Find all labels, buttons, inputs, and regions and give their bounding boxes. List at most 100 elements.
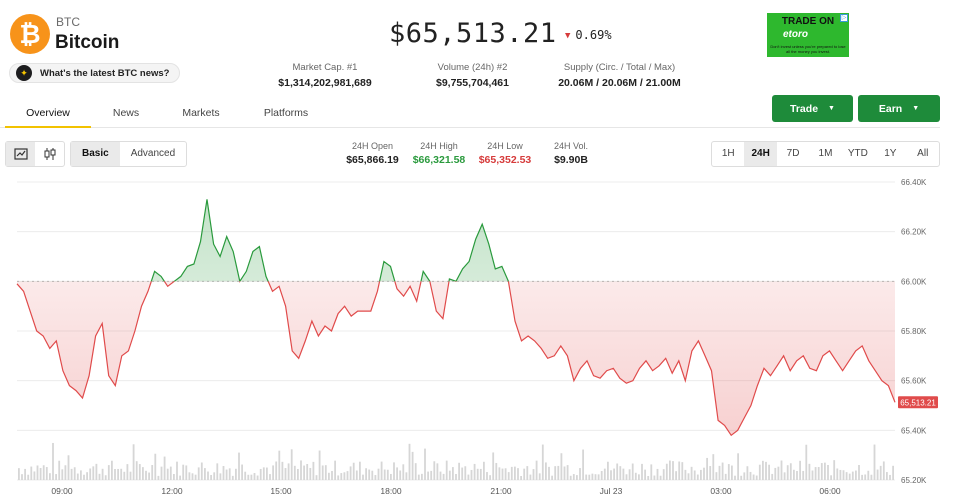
volume-bar [58,460,61,480]
volume-bar [396,467,398,480]
mode-basic-button[interactable]: Basic [71,142,120,166]
volume-bar [421,473,423,480]
volume-bar [235,468,237,480]
y-tick-label: 66.00K [901,277,927,286]
trade-button[interactable]: Trade ▼ [772,95,853,122]
volume-bar [476,468,479,480]
range-1h-button[interactable]: 1H [721,148,735,159]
volume-bar [824,462,826,480]
volume-bar [70,468,73,480]
range-ytd-button[interactable]: YTD [847,148,868,159]
volume-bar [228,468,231,480]
volume-bar [734,475,736,480]
volume-bar [851,471,854,480]
x-tick-label: 21:00 [490,486,512,496]
range-7d-button[interactable]: 7D [786,148,800,159]
volume-bar [417,474,420,480]
low-24h-value: $65,352.53 [478,154,532,166]
volume-bar [399,470,402,480]
volume-value: $9,755,704,461 [436,77,509,89]
volume-bar [346,471,349,480]
earn-button[interactable]: Earn ▼ [858,95,940,122]
volume-bar [185,465,188,480]
chevron-down-icon: ▼ [828,105,835,112]
x-tick-label: Jul 23 [600,486,623,496]
ad-disclaimer: Don't invest unless you're prepared to l… [770,44,846,54]
volume-bar [427,471,429,480]
volume-bar [67,455,70,480]
market-cap-value: $1,314,202,981,689 [278,77,372,89]
y-tick-label: 66.20K [901,228,927,237]
candlestick-icon[interactable] [35,142,64,166]
last-price-label: 65,513.21 [900,398,936,407]
tab-platforms[interactable]: Platforms [263,107,309,119]
volume-bar [700,469,702,480]
etoro-advertisement[interactable]: TRADE ON etoro Don't invest unless you'r… [767,13,849,57]
volume-bar [492,452,495,480]
volume-bar [727,464,730,480]
volume-bar [507,472,510,480]
market-cap-stat: Market Cap. #1 $1,314,202,981,689 [265,62,385,89]
price-change-value: 0.69% [575,28,612,42]
volume-bar [225,469,228,480]
tab-news[interactable]: News [112,107,140,119]
volume-bar [678,461,681,480]
volume-bar [771,473,774,480]
tab-markets[interactable]: Markets [182,107,220,119]
bitcoin-glyph: ₿ [19,19,41,49]
volume-bar [92,466,95,480]
volume-bar [448,470,451,480]
volume-bar [879,465,882,480]
volume-bar [470,469,473,480]
volume-bar [827,465,829,480]
volume-bar [768,464,770,480]
volume-bar [95,463,98,480]
high-24h-label: 24H High [420,141,458,151]
mode-advanced-button[interactable]: Advanced [130,148,176,159]
volume-bar [238,452,240,480]
volume-bar [715,472,718,480]
volume-bar [758,464,761,480]
volume-bar [123,471,126,480]
volume-bar [551,475,553,480]
section-tabs: Overview News Markets Platforms [0,96,940,128]
volume-bar [73,467,76,480]
range-1y-button[interactable]: 1Y [884,148,897,159]
volume-bar [414,463,417,480]
volume-bar [241,464,243,480]
volume-bar [603,468,606,480]
range-24h-button[interactable]: 24H [744,142,777,166]
volume-bar [430,470,433,480]
chart-type-toggle [5,141,65,167]
volume-bar [83,474,85,480]
volume-bar [858,465,860,480]
volume-bar [495,462,498,480]
volume-bar [765,461,767,480]
volume-bar [355,470,358,480]
ad-choices-icon[interactable]: ▷ [840,14,848,22]
volume-bar [49,473,51,480]
line-chart-icon[interactable] [6,142,35,166]
volume-bar [306,463,309,480]
volume-bar [157,475,160,480]
volume-bar [684,469,687,480]
volume-bar [634,472,637,480]
volume-bar [290,449,293,480]
volume-bar [39,468,42,480]
btc-news-button[interactable]: ✦ What's the latest BTC news? [9,63,181,83]
tab-overview[interactable]: Overview [5,96,91,128]
x-tick-label: 18:00 [380,486,402,496]
volume-bar [129,471,132,480]
price-chart[interactable]: 66.40K 66.20K 66.00K 65.80K 65.60K 65.40K 65.2… [0,172,960,502]
y-tick-label: 65.40K [901,426,927,435]
volume-bar [557,465,560,480]
volume-bar [321,465,324,480]
volume-bar [681,462,684,480]
volume-bar [278,450,281,480]
range-1m-button[interactable]: 1M [818,148,833,159]
volume-bar [18,468,20,480]
volume-bar [331,470,333,480]
volume-bar [104,475,107,480]
volume-bar [328,472,330,480]
range-all-button[interactable]: All [917,148,929,159]
